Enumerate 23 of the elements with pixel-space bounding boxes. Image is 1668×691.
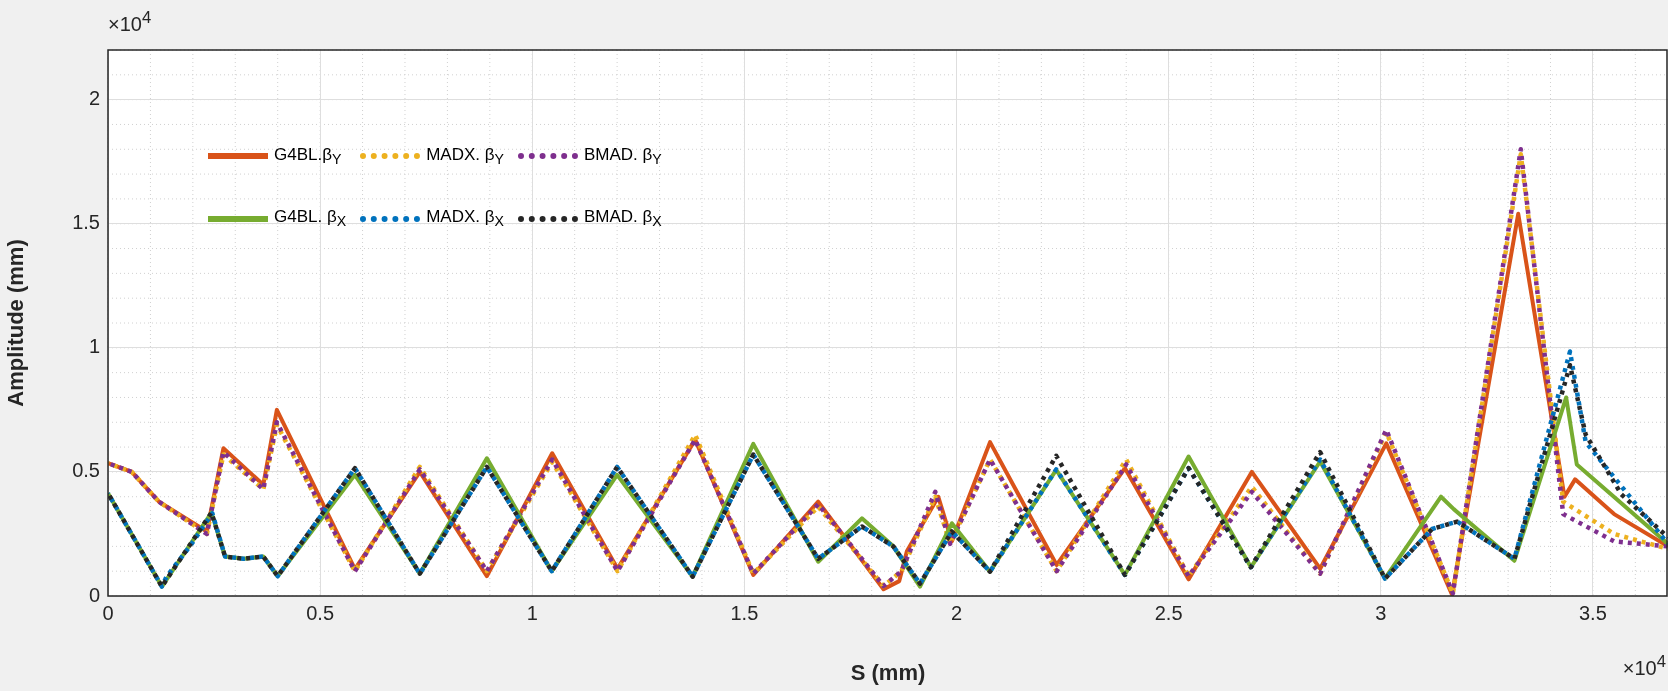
x-tick-label: 3	[1375, 601, 1387, 624]
legend-label: G4BL.β$_{Y}$	[274, 145, 342, 168]
legend-label: BMAD. β$_{Y}$	[583, 145, 662, 168]
x-tick-label: 0	[102, 601, 114, 624]
y-tick-label: 0.5	[72, 459, 100, 482]
y-tick-label: 2	[88, 87, 100, 110]
legend-label: MADX. β$_{X}$	[426, 207, 504, 230]
y-tick-label: 0	[88, 583, 100, 606]
x-tick-label: 2.5	[1154, 601, 1183, 624]
text: ×10$^{4}$	[108, 8, 152, 36]
legend-label: G4BL. β$_{X}$	[274, 207, 347, 230]
x-tick-label: 1	[526, 601, 538, 624]
x-axis-title: S (mm)	[850, 659, 926, 685]
x-tick-label: 3.5	[1579, 601, 1607, 624]
legend-label: BMAD. β$_{X}$	[583, 207, 662, 230]
y-tick-label: 1	[88, 335, 100, 358]
text: ×10$^{4}$	[1622, 652, 1666, 680]
x-tick-label: 0.5	[306, 601, 335, 624]
y-tick-label: 1.5	[72, 211, 100, 234]
x-tick-label: 1.5	[730, 601, 759, 624]
x-tick-label: 2	[950, 601, 963, 624]
legend-label: MADX. β$_{Y}$	[426, 145, 504, 168]
y-axis-title: Amplitude (mm)	[3, 239, 29, 407]
